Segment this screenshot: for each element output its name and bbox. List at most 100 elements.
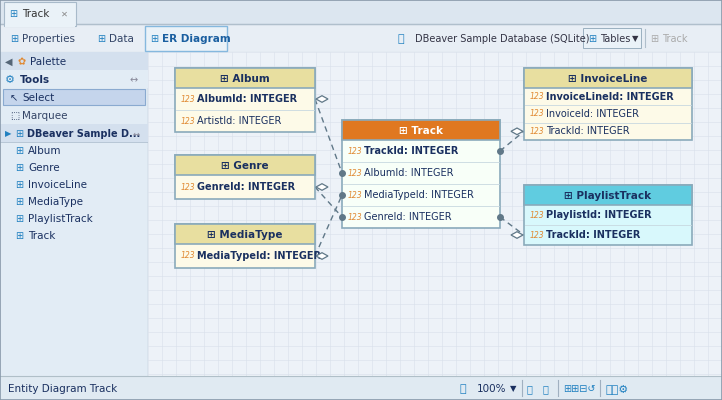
Text: ▼: ▼ bbox=[632, 34, 638, 44]
Text: ER Diagram: ER Diagram bbox=[162, 34, 231, 44]
Polygon shape bbox=[511, 232, 523, 238]
Text: Track: Track bbox=[22, 9, 49, 19]
Bar bbox=[5, 24, 75, 27]
Bar bbox=[175, 224, 315, 268]
Text: 123: 123 bbox=[530, 230, 544, 240]
Bar bbox=[0, 52, 148, 376]
Bar bbox=[0, 52, 148, 70]
Text: ▶: ▶ bbox=[5, 130, 12, 138]
Text: ⊞: ⊞ bbox=[15, 180, 23, 190]
Polygon shape bbox=[316, 253, 328, 259]
Text: PlaylistTrack: PlaylistTrack bbox=[28, 214, 92, 224]
Text: AlbumId: INTEGER: AlbumId: INTEGER bbox=[197, 94, 297, 104]
Text: Album: Album bbox=[28, 146, 61, 156]
Bar bbox=[0, 0, 722, 24]
Text: Data: Data bbox=[109, 34, 134, 44]
Bar bbox=[175, 68, 315, 132]
Polygon shape bbox=[316, 96, 328, 102]
Text: ⚙: ⚙ bbox=[5, 75, 15, 85]
Text: ⊞: ⊞ bbox=[650, 34, 658, 44]
Bar bbox=[3, 89, 145, 105]
Text: ◀: ◀ bbox=[5, 57, 12, 67]
Text: 🔍: 🔍 bbox=[527, 384, 533, 394]
Bar bbox=[524, 185, 692, 205]
Text: ✿: ✿ bbox=[18, 57, 26, 67]
Bar bbox=[175, 224, 315, 244]
Text: Tables: Tables bbox=[600, 34, 630, 44]
Bar bbox=[0, 70, 148, 88]
Text: AlbumId: INTEGER: AlbumId: INTEGER bbox=[364, 168, 453, 178]
Text: ✕: ✕ bbox=[61, 10, 68, 18]
Bar bbox=[175, 155, 315, 175]
Text: Track: Track bbox=[662, 34, 687, 44]
Text: MediaTypeId: INTEGER: MediaTypeId: INTEGER bbox=[197, 251, 321, 261]
Text: ⊞: ⊞ bbox=[10, 34, 18, 44]
Bar bbox=[148, 52, 722, 376]
Text: DBeaver Sample D...: DBeaver Sample D... bbox=[27, 129, 140, 139]
Text: ▼: ▼ bbox=[510, 384, 516, 394]
Text: ⊞ InvoiceLine: ⊞ InvoiceLine bbox=[568, 74, 648, 84]
Text: 123: 123 bbox=[181, 116, 196, 126]
Text: 123: 123 bbox=[181, 252, 196, 260]
Text: TrackId: INTEGER: TrackId: INTEGER bbox=[546, 126, 630, 136]
Text: 123: 123 bbox=[348, 168, 362, 178]
Text: GenreId: INTEGER: GenreId: INTEGER bbox=[364, 212, 452, 222]
Text: 123: 123 bbox=[530, 210, 544, 220]
Text: Marquee: Marquee bbox=[22, 111, 67, 121]
Text: TrackId: INTEGER: TrackId: INTEGER bbox=[364, 146, 458, 156]
Text: 100%: 100% bbox=[477, 384, 507, 394]
Text: ⊞: ⊞ bbox=[15, 197, 23, 207]
Text: ⊞ MediaType: ⊞ MediaType bbox=[207, 230, 283, 240]
Text: 🔍: 🔍 bbox=[543, 384, 549, 394]
Text: ⊞: ⊞ bbox=[150, 34, 158, 44]
Text: 123: 123 bbox=[181, 94, 196, 104]
Text: 🗂: 🗂 bbox=[398, 34, 404, 44]
Bar bbox=[342, 120, 500, 228]
Text: ⊞: ⊞ bbox=[15, 163, 23, 173]
Bar bbox=[4, 2, 76, 26]
Bar bbox=[0, 124, 148, 142]
Text: Properties: Properties bbox=[22, 34, 75, 44]
Text: Tools: Tools bbox=[20, 75, 50, 85]
Bar bbox=[175, 68, 315, 88]
Text: 📷🖨⚙: 📷🖨⚙ bbox=[605, 384, 628, 394]
Text: ⊞ Track: ⊞ Track bbox=[399, 126, 443, 136]
Text: ⊞⊞⊟↺: ⊞⊞⊟↺ bbox=[563, 384, 596, 394]
Text: GenreId: INTEGER: GenreId: INTEGER bbox=[197, 182, 295, 192]
Text: ⊞ Genre: ⊞ Genre bbox=[221, 161, 269, 171]
Text: ↔: ↔ bbox=[133, 130, 140, 138]
Bar bbox=[524, 68, 692, 88]
Bar bbox=[0, 24, 722, 52]
Text: MediaType: MediaType bbox=[28, 197, 83, 207]
Text: Select: Select bbox=[22, 93, 54, 103]
Bar bbox=[524, 185, 692, 245]
Text: ↖: ↖ bbox=[10, 93, 18, 103]
Text: 123: 123 bbox=[348, 212, 362, 222]
Text: 123: 123 bbox=[181, 182, 196, 192]
Text: 123: 123 bbox=[530, 110, 544, 118]
Text: ⊞: ⊞ bbox=[588, 34, 596, 44]
Text: ⊞ PlaylistTrack: ⊞ PlaylistTrack bbox=[565, 191, 651, 201]
Text: Track: Track bbox=[28, 231, 56, 241]
Text: ⊞: ⊞ bbox=[15, 214, 23, 224]
Text: InvoiceLineId: INTEGER: InvoiceLineId: INTEGER bbox=[546, 92, 674, 102]
Text: ⊞: ⊞ bbox=[15, 146, 23, 156]
Text: ⊞: ⊞ bbox=[97, 34, 105, 44]
Bar bbox=[524, 68, 692, 140]
Text: 123: 123 bbox=[530, 92, 544, 101]
Bar bbox=[175, 155, 315, 199]
Text: ↔: ↔ bbox=[130, 75, 138, 85]
Text: Entity Diagram Track: Entity Diagram Track bbox=[8, 384, 117, 394]
Bar bbox=[342, 120, 500, 140]
Text: Palette: Palette bbox=[30, 57, 66, 67]
Text: ArtistId: INTEGER: ArtistId: INTEGER bbox=[197, 116, 282, 126]
Text: ⬚: ⬚ bbox=[10, 111, 19, 121]
Text: 123: 123 bbox=[348, 146, 362, 156]
Text: InvoiceId: INTEGER: InvoiceId: INTEGER bbox=[546, 109, 639, 119]
Text: Genre: Genre bbox=[28, 163, 60, 173]
Text: TrackId: INTEGER: TrackId: INTEGER bbox=[546, 230, 640, 240]
Text: 123: 123 bbox=[530, 127, 544, 136]
Text: InvoiceLine: InvoiceLine bbox=[28, 180, 87, 190]
Text: ⊞: ⊞ bbox=[15, 129, 23, 139]
Text: PlaylistId: INTEGER: PlaylistId: INTEGER bbox=[546, 210, 652, 220]
